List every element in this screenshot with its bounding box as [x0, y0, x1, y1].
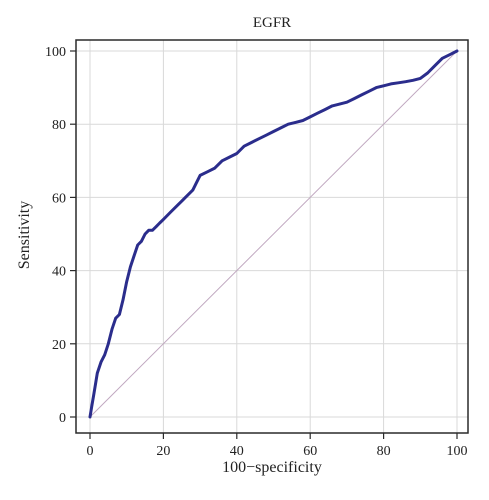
- roc-curve-point: [132, 254, 136, 258]
- roc-curve-point: [228, 155, 231, 159]
- x-axis-ticks: 0 20 40 60 80 100: [87, 433, 468, 459]
- grid: [76, 40, 468, 433]
- roc-curve-point: [353, 97, 356, 100]
- roc-curve-point: [448, 53, 451, 56]
- reference-diagonal: [89, 50, 458, 418]
- roc-curve-point: [147, 229, 150, 232]
- roc-curve-point: [107, 342, 110, 345]
- roc-curve-point: [213, 166, 216, 170]
- roc-curve-point: [360, 93, 363, 97]
- roc-curve-point: [397, 81, 400, 85]
- roc-curve-point: [250, 141, 253, 144]
- roc-curve-point: [242, 144, 246, 148]
- y-tick-label: 0: [59, 411, 66, 426]
- roc-curve-point: [162, 218, 165, 221]
- roc-curve-point: [309, 115, 312, 119]
- roc-curve-point: [143, 232, 147, 236]
- roc-curve-point: [323, 108, 327, 111]
- roc-curve-point: [220, 159, 224, 162]
- reference-line: [89, 50, 458, 418]
- roc-curve-point: [140, 240, 143, 243]
- roc-curve-point: [382, 84, 385, 87]
- roc-curve-point: [279, 126, 283, 130]
- roc-curve-point: [338, 102, 341, 106]
- y-tick-label: 100: [45, 45, 66, 60]
- roc-curve-point: [294, 121, 297, 124]
- roc-curve-point: [90, 404, 94, 408]
- roc-curve-point: [151, 229, 154, 232]
- roc-curve-point: [136, 243, 139, 247]
- roc-curve-point: [92, 393, 95, 397]
- roc-curve-point: [375, 86, 378, 89]
- roc-curve-point: [99, 360, 103, 364]
- roc-curve: [88, 49, 459, 419]
- roc-curve-point: [114, 316, 117, 320]
- roc-curve-point: [94, 382, 97, 386]
- roc-curve-point: [257, 137, 261, 141]
- roc-curve-point: [125, 280, 128, 283]
- roc-curve-point: [169, 210, 172, 214]
- chart-title: EGFR: [253, 15, 291, 31]
- y-axis-label: Sensitivity: [16, 201, 33, 269]
- roc-curve-point: [198, 174, 202, 177]
- roc-curve-point: [195, 181, 198, 184]
- x-tick-label: 80: [377, 444, 391, 459]
- roc-curve-point: [411, 79, 415, 82]
- roc-curve-point: [404, 80, 407, 83]
- roc-curve-point: [96, 371, 99, 375]
- roc-curve-point: [191, 188, 194, 192]
- y-axis-ticks: 0 20 40 60 80 100: [45, 45, 76, 426]
- roc-curve-point: [235, 152, 238, 155]
- roc-curve-point: [286, 123, 290, 126]
- roc-curve-point: [154, 225, 158, 228]
- roc-curve-point: [264, 133, 268, 137]
- roc-curve-point: [433, 64, 437, 67]
- roc-curve-point: [316, 112, 319, 115]
- roc-curve-point: [301, 119, 305, 122]
- roc-curve-point: [206, 170, 209, 173]
- roc-curve-point: [180, 199, 183, 203]
- roc-curve-point: [426, 71, 429, 75]
- roc-curve-point: [88, 415, 92, 419]
- roc-curve-point: [110, 327, 114, 331]
- y-tick-label: 60: [52, 191, 66, 206]
- x-tick-label: 20: [156, 444, 170, 459]
- roc-curve-point: [158, 221, 161, 225]
- x-tick-label: 100: [447, 444, 468, 459]
- x-tick-label: 40: [230, 444, 244, 459]
- roc-curve-point: [272, 130, 275, 133]
- y-tick-label: 20: [52, 338, 66, 353]
- roc-curve-point: [118, 313, 121, 316]
- roc-curve-point: [389, 82, 393, 86]
- roc-curve-point: [419, 77, 422, 80]
- plot-frame: [75, 39, 469, 434]
- roc-curve-point: [121, 298, 125, 302]
- roc-curve-point: [103, 353, 106, 356]
- roc-curve-point: [331, 104, 334, 108]
- y-tick-label: 80: [52, 118, 66, 133]
- x-tick-label: 0: [87, 444, 94, 459]
- y-tick-label: 40: [52, 265, 66, 280]
- roc-curve-point: [184, 196, 187, 199]
- roc-curve-point: [176, 203, 180, 206]
- roc-curve-point: [367, 90, 371, 93]
- roc-curve-point: [455, 49, 459, 53]
- roc-curve-point: [129, 265, 132, 269]
- x-axis-label: 100−specificity: [222, 459, 322, 476]
- roc-curve-point: [345, 101, 349, 104]
- roc-curve-point: [441, 57, 444, 60]
- x-tick-label: 60: [303, 444, 317, 459]
